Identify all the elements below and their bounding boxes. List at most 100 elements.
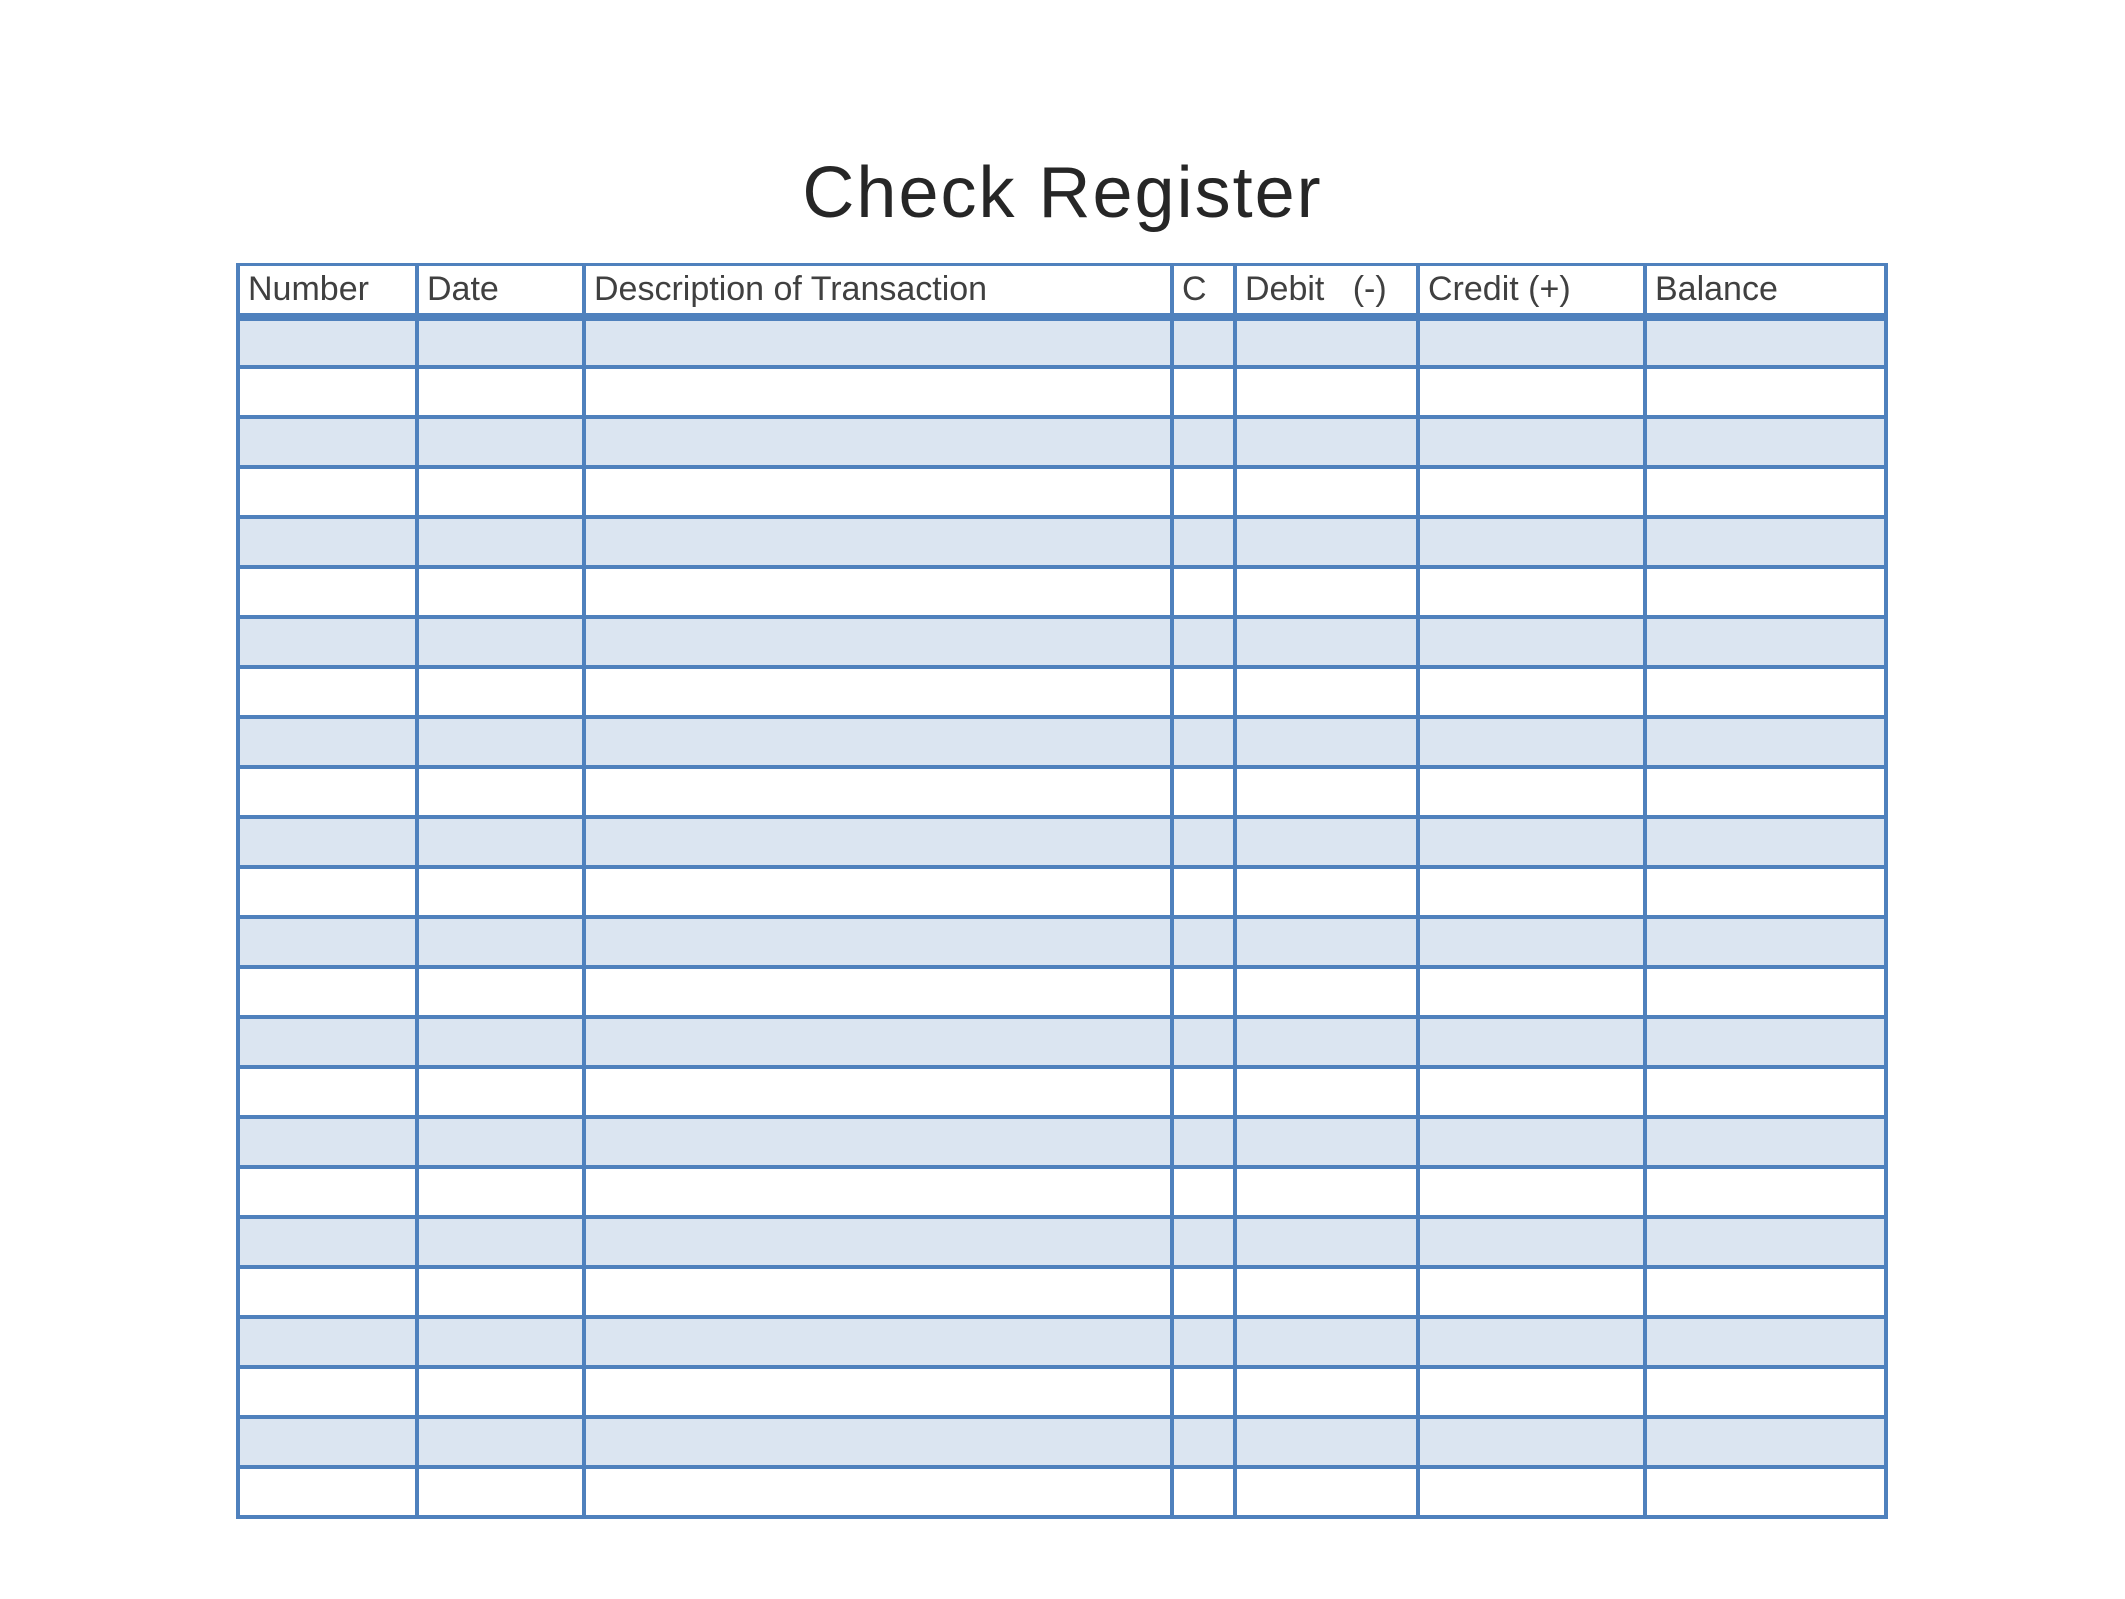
cell-debit[interactable]: [1233, 1064, 1420, 1119]
cell-c[interactable]: [1170, 964, 1237, 1019]
cell-number[interactable]: [236, 614, 419, 669]
cell-description[interactable]: [582, 1164, 1174, 1219]
cell-number[interactable]: [236, 714, 419, 769]
cell-c[interactable]: [1170, 614, 1237, 669]
cell-debit[interactable]: [1233, 664, 1420, 719]
cell-credit[interactable]: [1416, 864, 1647, 919]
cell-credit[interactable]: [1416, 814, 1647, 869]
cell-description[interactable]: [582, 1414, 1174, 1469]
cell-debit[interactable]: [1233, 514, 1420, 569]
cell-c[interactable]: [1170, 1014, 1237, 1069]
cell-date[interactable]: [415, 414, 586, 469]
cell-debit[interactable]: [1233, 964, 1420, 1019]
cell-c[interactable]: [1170, 564, 1237, 619]
cell-credit[interactable]: [1416, 664, 1647, 719]
cell-c[interactable]: [1170, 1114, 1237, 1169]
cell-description[interactable]: [582, 664, 1174, 719]
cell-description[interactable]: [582, 464, 1174, 519]
cell-credit[interactable]: [1416, 614, 1647, 669]
cell-number[interactable]: [236, 1364, 419, 1419]
cell-description[interactable]: [582, 814, 1174, 869]
cell-date[interactable]: [415, 564, 586, 619]
cell-number[interactable]: [236, 1214, 419, 1269]
cell-balance[interactable]: [1643, 514, 1888, 569]
cell-balance[interactable]: [1643, 1314, 1888, 1369]
cell-balance[interactable]: [1643, 364, 1888, 419]
cell-debit[interactable]: [1233, 364, 1420, 419]
cell-balance[interactable]: [1643, 1064, 1888, 1119]
cell-credit[interactable]: [1416, 1214, 1647, 1269]
cell-date[interactable]: [415, 864, 586, 919]
cell-balance[interactable]: [1643, 714, 1888, 769]
cell-debit[interactable]: [1233, 1464, 1420, 1519]
cell-debit[interactable]: [1233, 564, 1420, 619]
cell-description[interactable]: [582, 314, 1174, 369]
cell-number[interactable]: [236, 1464, 419, 1519]
cell-debit[interactable]: [1233, 1164, 1420, 1219]
cell-balance[interactable]: [1643, 914, 1888, 969]
cell-c[interactable]: [1170, 1364, 1237, 1419]
cell-credit[interactable]: [1416, 1264, 1647, 1319]
cell-description[interactable]: [582, 964, 1174, 1019]
cell-debit[interactable]: [1233, 464, 1420, 519]
cell-date[interactable]: [415, 664, 586, 719]
cell-balance[interactable]: [1643, 1364, 1888, 1419]
cell-date[interactable]: [415, 764, 586, 819]
cell-credit[interactable]: [1416, 1014, 1647, 1069]
cell-date[interactable]: [415, 1214, 586, 1269]
cell-date[interactable]: [415, 1164, 586, 1219]
cell-balance[interactable]: [1643, 964, 1888, 1019]
cell-debit[interactable]: [1233, 1264, 1420, 1319]
cell-date[interactable]: [415, 364, 586, 419]
cell-credit[interactable]: [1416, 914, 1647, 969]
cell-date[interactable]: [415, 814, 586, 869]
cell-credit[interactable]: [1416, 764, 1647, 819]
cell-number[interactable]: [236, 314, 419, 369]
cell-balance[interactable]: [1643, 1114, 1888, 1169]
cell-description[interactable]: [582, 514, 1174, 569]
cell-number[interactable]: [236, 414, 419, 469]
cell-balance[interactable]: [1643, 314, 1888, 369]
cell-credit[interactable]: [1416, 1064, 1647, 1119]
cell-debit[interactable]: [1233, 814, 1420, 869]
cell-description[interactable]: [582, 1264, 1174, 1319]
cell-balance[interactable]: [1643, 814, 1888, 869]
cell-credit[interactable]: [1416, 1414, 1647, 1469]
cell-date[interactable]: [415, 464, 586, 519]
cell-c[interactable]: [1170, 1464, 1237, 1519]
cell-number[interactable]: [236, 1064, 419, 1119]
cell-number[interactable]: [236, 664, 419, 719]
cell-credit[interactable]: [1416, 364, 1647, 419]
cell-number[interactable]: [236, 1264, 419, 1319]
cell-debit[interactable]: [1233, 1214, 1420, 1269]
cell-c[interactable]: [1170, 1414, 1237, 1469]
cell-date[interactable]: [415, 1414, 586, 1469]
cell-c[interactable]: [1170, 364, 1237, 419]
cell-date[interactable]: [415, 1464, 586, 1519]
cell-balance[interactable]: [1643, 1264, 1888, 1319]
cell-c[interactable]: [1170, 664, 1237, 719]
cell-date[interactable]: [415, 614, 586, 669]
cell-c[interactable]: [1170, 1214, 1237, 1269]
cell-number[interactable]: [236, 814, 419, 869]
cell-number[interactable]: [236, 1164, 419, 1219]
cell-description[interactable]: [582, 714, 1174, 769]
cell-debit[interactable]: [1233, 864, 1420, 919]
cell-date[interactable]: [415, 1364, 586, 1419]
cell-number[interactable]: [236, 864, 419, 919]
cell-c[interactable]: [1170, 864, 1237, 919]
cell-c[interactable]: [1170, 414, 1237, 469]
cell-date[interactable]: [415, 1314, 586, 1369]
cell-debit[interactable]: [1233, 414, 1420, 469]
cell-number[interactable]: [236, 1414, 419, 1469]
cell-number[interactable]: [236, 364, 419, 419]
cell-credit[interactable]: [1416, 414, 1647, 469]
cell-credit[interactable]: [1416, 714, 1647, 769]
cell-credit[interactable]: [1416, 1114, 1647, 1169]
cell-description[interactable]: [582, 614, 1174, 669]
cell-credit[interactable]: [1416, 964, 1647, 1019]
cell-description[interactable]: [582, 864, 1174, 919]
cell-credit[interactable]: [1416, 514, 1647, 569]
cell-c[interactable]: [1170, 714, 1237, 769]
cell-date[interactable]: [415, 714, 586, 769]
